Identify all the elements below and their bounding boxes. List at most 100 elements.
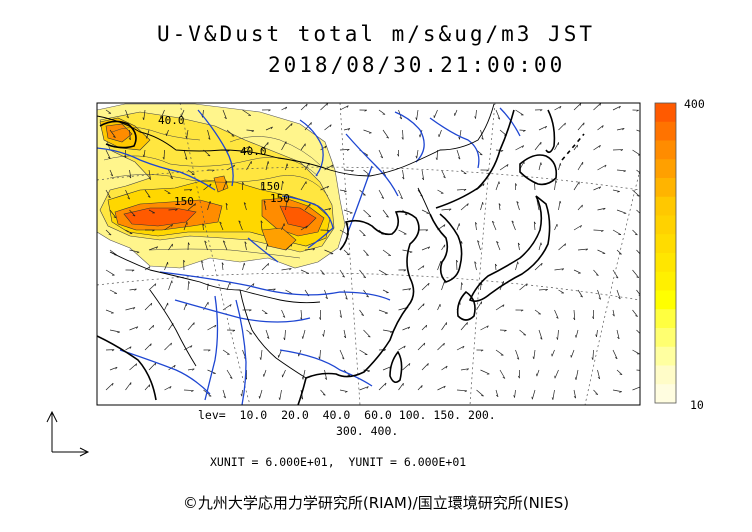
border (239, 289, 307, 379)
wind-vector (168, 243, 173, 251)
river (345, 133, 399, 197)
river (299, 119, 324, 177)
wind-vector-head (263, 200, 266, 203)
wind-vector-head (481, 137, 484, 140)
contour-label: 150 (174, 195, 194, 208)
wind-vector (558, 122, 566, 131)
wind-vector (515, 145, 524, 151)
coastline-taiwan (389, 350, 403, 384)
wind-vector (285, 243, 293, 251)
wind-vector (125, 109, 129, 119)
wind-vector (519, 283, 528, 291)
wind-vector-head (110, 174, 113, 177)
wind-vector (517, 242, 520, 251)
wind-vector (222, 304, 232, 311)
wind-vector (417, 303, 425, 311)
wind-vector-head (126, 116, 129, 119)
wind-vector-head (475, 222, 478, 225)
wind-vector-head (574, 377, 577, 380)
wind-vector-head (386, 215, 389, 218)
wind-vector (125, 229, 133, 234)
wind-vector (612, 349, 618, 359)
wind-vector-head (559, 106, 562, 109)
wind-vector (164, 302, 169, 311)
wind-vector-head (108, 156, 111, 159)
wind-vector (480, 369, 490, 375)
wind-vector (222, 109, 227, 119)
wind-vector (554, 180, 557, 191)
wind-vector (495, 181, 500, 191)
wind-vector (225, 203, 228, 211)
wind-vector-head (152, 229, 155, 232)
wind-vector (129, 129, 131, 140)
coastline-sakhalin (545, 109, 556, 154)
wind-vector (143, 149, 146, 157)
wind-vector (281, 106, 287, 111)
wind-vector-head (346, 253, 350, 256)
wind-vector-head (273, 288, 276, 291)
wind-vector (148, 362, 157, 371)
wind-vector (148, 169, 151, 180)
wind-vector-head (516, 357, 520, 360)
contour-label: 40.0 (158, 114, 185, 127)
wind-vector (536, 369, 540, 377)
wind-vector (475, 109, 477, 119)
wind-vector-head (636, 276, 639, 279)
wind-vector-head (127, 197, 130, 200)
wind-vector (516, 201, 520, 211)
wind-vector-head (194, 203, 196, 207)
wind-vector-head (467, 203, 469, 206)
wind-vector-head (150, 343, 152, 347)
wind-vector (285, 123, 293, 131)
wind-vector (597, 125, 604, 131)
wind-vector (460, 282, 462, 291)
wind-vector (533, 349, 536, 360)
wind-vector-head (132, 214, 136, 217)
wind-vector (480, 325, 489, 331)
wind-vector (226, 129, 235, 137)
wind-vector (144, 266, 151, 271)
wind-vector (343, 329, 347, 338)
map-frame (96, 102, 641, 406)
wind-vector-head (115, 366, 118, 370)
wind-vector (460, 169, 467, 175)
color-bar-step (655, 346, 676, 366)
wind-vector (612, 389, 622, 392)
wind-vector (324, 369, 328, 380)
wind-vector-head (397, 153, 399, 157)
wind-vector-head (466, 322, 468, 325)
wind-vector (265, 161, 269, 171)
wind-vector-head (191, 390, 194, 392)
wind-vector-head (641, 336, 643, 337)
wind-vector-head (463, 189, 467, 191)
wind-vector (554, 223, 558, 231)
wind-vector (168, 208, 178, 211)
wind-vector-head (575, 335, 577, 338)
wind-vector-head (225, 202, 228, 206)
wind-vector-head (458, 136, 460, 140)
wind-vector-head (328, 208, 332, 211)
wind-vector (575, 329, 579, 338)
wind-vector-head (500, 150, 504, 152)
wind-vector (558, 289, 564, 294)
wind-vector (573, 269, 581, 274)
wind-vector (129, 288, 137, 291)
wind-vector-head (540, 242, 542, 246)
wind-vector (187, 281, 190, 291)
wind-vector-head (113, 216, 117, 219)
wind-vector (320, 269, 325, 275)
color-bar-max-label: 400 (684, 97, 705, 111)
wind-vector-head (635, 315, 638, 317)
color-bar-step (655, 196, 676, 216)
wind-vector (632, 386, 640, 391)
wind-vector (475, 222, 477, 231)
wind-vector (148, 324, 154, 331)
dust-area-peak (123, 207, 197, 227)
wind-vector-head (343, 335, 347, 339)
wind-vector (202, 223, 204, 231)
wind-vector (320, 389, 326, 396)
wind-vector (339, 149, 350, 151)
wind-vector-head (112, 382, 114, 386)
wind-vector (597, 369, 601, 379)
